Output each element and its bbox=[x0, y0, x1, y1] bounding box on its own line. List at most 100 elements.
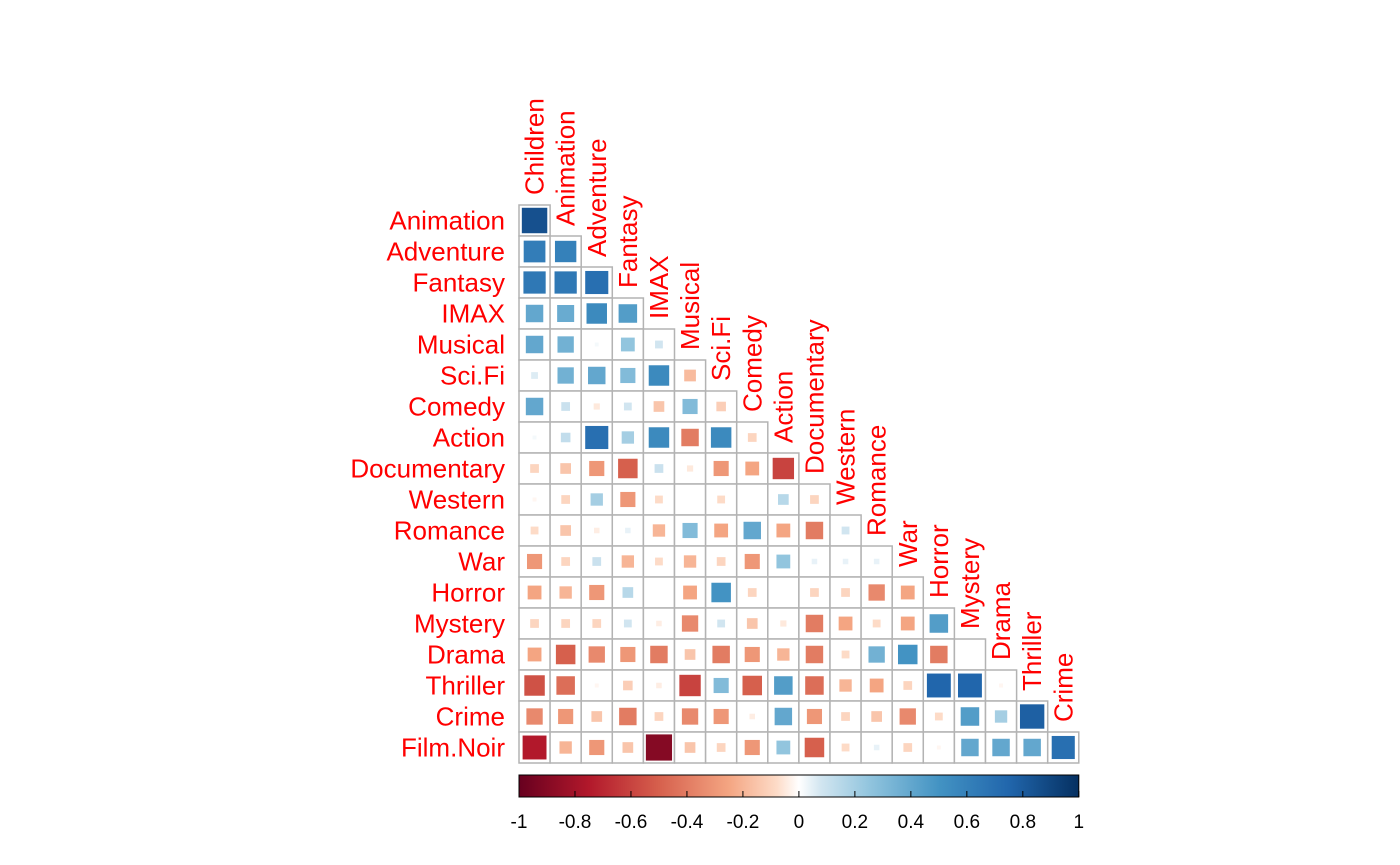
correlation-square-comedy-musical bbox=[682, 398, 698, 415]
correlation-square-drama-imax bbox=[650, 645, 668, 664]
correlation-square-thriller-horror bbox=[926, 673, 951, 698]
correlation-square-crime-horror bbox=[934, 712, 943, 721]
correlation-square-animation-children bbox=[521, 207, 548, 234]
correlation-square-romance-sci-fi bbox=[714, 523, 729, 538]
correlation-square-adventure-animation bbox=[554, 240, 577, 263]
correlation-square-western-imax bbox=[655, 495, 663, 504]
cell-box bbox=[798, 483, 831, 516]
column-label: Documentary bbox=[799, 319, 829, 474]
column-label: Children bbox=[520, 98, 550, 195]
row-label: War bbox=[458, 547, 505, 577]
correlation-square-thriller-mystery bbox=[957, 673, 982, 698]
correlation-square-western-fantasy bbox=[620, 491, 636, 508]
correlation-square-musical-adventure bbox=[594, 342, 599, 347]
correlation-square-romance-children bbox=[530, 526, 539, 535]
correlation-square-thriller-comedy bbox=[742, 675, 763, 696]
correlation-square-romance-western bbox=[841, 526, 850, 535]
correlation-square-sci-fi-children bbox=[531, 372, 538, 379]
correlation-square-crime-action bbox=[774, 707, 793, 726]
row-labels: AnimationAdventureFantasyIMAXMusicalSci.… bbox=[350, 206, 505, 763]
correlation-square-film-noir-animation bbox=[559, 741, 572, 754]
correlation-square-film-noir-crime bbox=[1051, 735, 1075, 760]
correlation-square-documentary-children bbox=[530, 464, 539, 473]
correlation-square-war-romance bbox=[873, 558, 880, 565]
correlation-square-drama-romance bbox=[868, 646, 885, 663]
cell-box bbox=[953, 638, 987, 671]
correlation-square-imax-fantasy bbox=[618, 304, 638, 323]
correlation-square-action-adventure bbox=[585, 425, 609, 450]
correlation-square-drama-sci-fi bbox=[712, 645, 730, 664]
correlation-square-horror-romance bbox=[868, 584, 885, 601]
correlation-square-comedy-children bbox=[525, 397, 544, 416]
correlation-square-thriller-animation bbox=[556, 676, 575, 695]
row-label: Animation bbox=[389, 206, 505, 236]
correlation-square-thriller-drama bbox=[999, 683, 1004, 688]
correlation-square-crime-drama bbox=[994, 710, 1008, 723]
correlation-square-action-sci-fi bbox=[710, 427, 732, 448]
column-label: Fantasy bbox=[613, 196, 643, 289]
colorbar-tick-label: 0 bbox=[794, 812, 805, 833]
colorbar-tick-label: 1 bbox=[1074, 812, 1085, 833]
correlation-square-crime-romance bbox=[871, 711, 882, 722]
correlation-square-crime-comedy bbox=[749, 713, 756, 720]
correlation-square-war-adventure bbox=[592, 557, 602, 566]
correlation-square-war-musical bbox=[683, 555, 697, 568]
correlation-square-drama-action bbox=[777, 648, 790, 661]
correlation-square-fantasy-adventure bbox=[585, 270, 609, 295]
correlation-square-western-children bbox=[532, 497, 537, 502]
correlation-square-war-documentary bbox=[811, 558, 818, 565]
correlation-square-horror-war bbox=[900, 585, 915, 600]
row-label: Comedy bbox=[408, 392, 505, 422]
correlation-square-comedy-animation bbox=[561, 402, 571, 411]
correlation-square-war-fantasy bbox=[621, 555, 635, 568]
correlation-square-mystery-action bbox=[780, 620, 787, 627]
correlation-cells bbox=[518, 204, 1080, 764]
correlation-square-drama-western bbox=[841, 650, 850, 659]
correlation-square-comedy-sci-fi bbox=[716, 401, 726, 412]
correlation-square-film-noir-romance bbox=[873, 744, 880, 751]
correlation-square-drama-animation bbox=[555, 644, 576, 665]
correlation-square-imax-adventure bbox=[586, 303, 607, 324]
correlation-square-romance-animation bbox=[560, 525, 571, 536]
correlation-square-film-noir-children bbox=[522, 735, 547, 760]
correlation-square-drama-war bbox=[897, 644, 918, 665]
row-label: Thriller bbox=[426, 671, 506, 701]
column-label: Action bbox=[768, 371, 798, 443]
colorbar-tick-label: 0.8 bbox=[1010, 812, 1036, 833]
correlation-square-mystery-imax bbox=[656, 620, 662, 627]
correlation-square-romance-documentary bbox=[805, 521, 824, 540]
correlation-square-film-noir-mystery bbox=[961, 738, 979, 757]
colorbar-tick-label: -0.6 bbox=[615, 812, 648, 833]
column-label: Western bbox=[831, 409, 861, 505]
row-label: Fantasy bbox=[413, 268, 506, 298]
colorbar-tick-label: -0.4 bbox=[671, 812, 704, 833]
correlation-square-documentary-fantasy bbox=[618, 458, 638, 479]
correlation-square-horror-fantasy bbox=[622, 587, 634, 598]
correlation-square-mystery-romance bbox=[872, 619, 881, 628]
correlation-square-crime-musical bbox=[681, 708, 699, 725]
correlation-square-war-western bbox=[842, 558, 849, 565]
correlation-square-comedy-imax bbox=[653, 401, 665, 412]
cell-box bbox=[860, 607, 893, 640]
correlation-square-crime-fantasy bbox=[619, 707, 637, 726]
correlation-square-romance-musical bbox=[682, 522, 698, 539]
correlation-square-crime-adventure bbox=[591, 711, 603, 722]
correlation-square-mystery-comedy bbox=[746, 618, 758, 629]
cell-box bbox=[518, 576, 551, 609]
correlation-square-western-documentary bbox=[810, 495, 819, 504]
correlation-square-mystery-children bbox=[530, 619, 539, 628]
correlation-square-drama-horror bbox=[930, 645, 948, 664]
correlation-square-crime-imax bbox=[654, 712, 664, 721]
column-label: Thriller bbox=[1017, 611, 1047, 691]
correlation-square-film-noir-imax bbox=[645, 734, 673, 761]
correlation-square-mystery-documentary bbox=[805, 614, 824, 633]
column-labels: Children Animation Adventure Fantasy IMAX Mus… bbox=[520, 98, 1079, 722]
correlation-square-documentary-animation bbox=[560, 463, 571, 474]
cell-box bbox=[984, 731, 1018, 764]
correlation-square-musical-fantasy bbox=[620, 337, 635, 352]
correlation-square-film-noir-sci-fi bbox=[716, 743, 726, 752]
correlation-square-film-noir-western bbox=[841, 743, 850, 752]
correlation-square-romance-adventure bbox=[593, 527, 600, 534]
cell-box bbox=[673, 483, 707, 516]
